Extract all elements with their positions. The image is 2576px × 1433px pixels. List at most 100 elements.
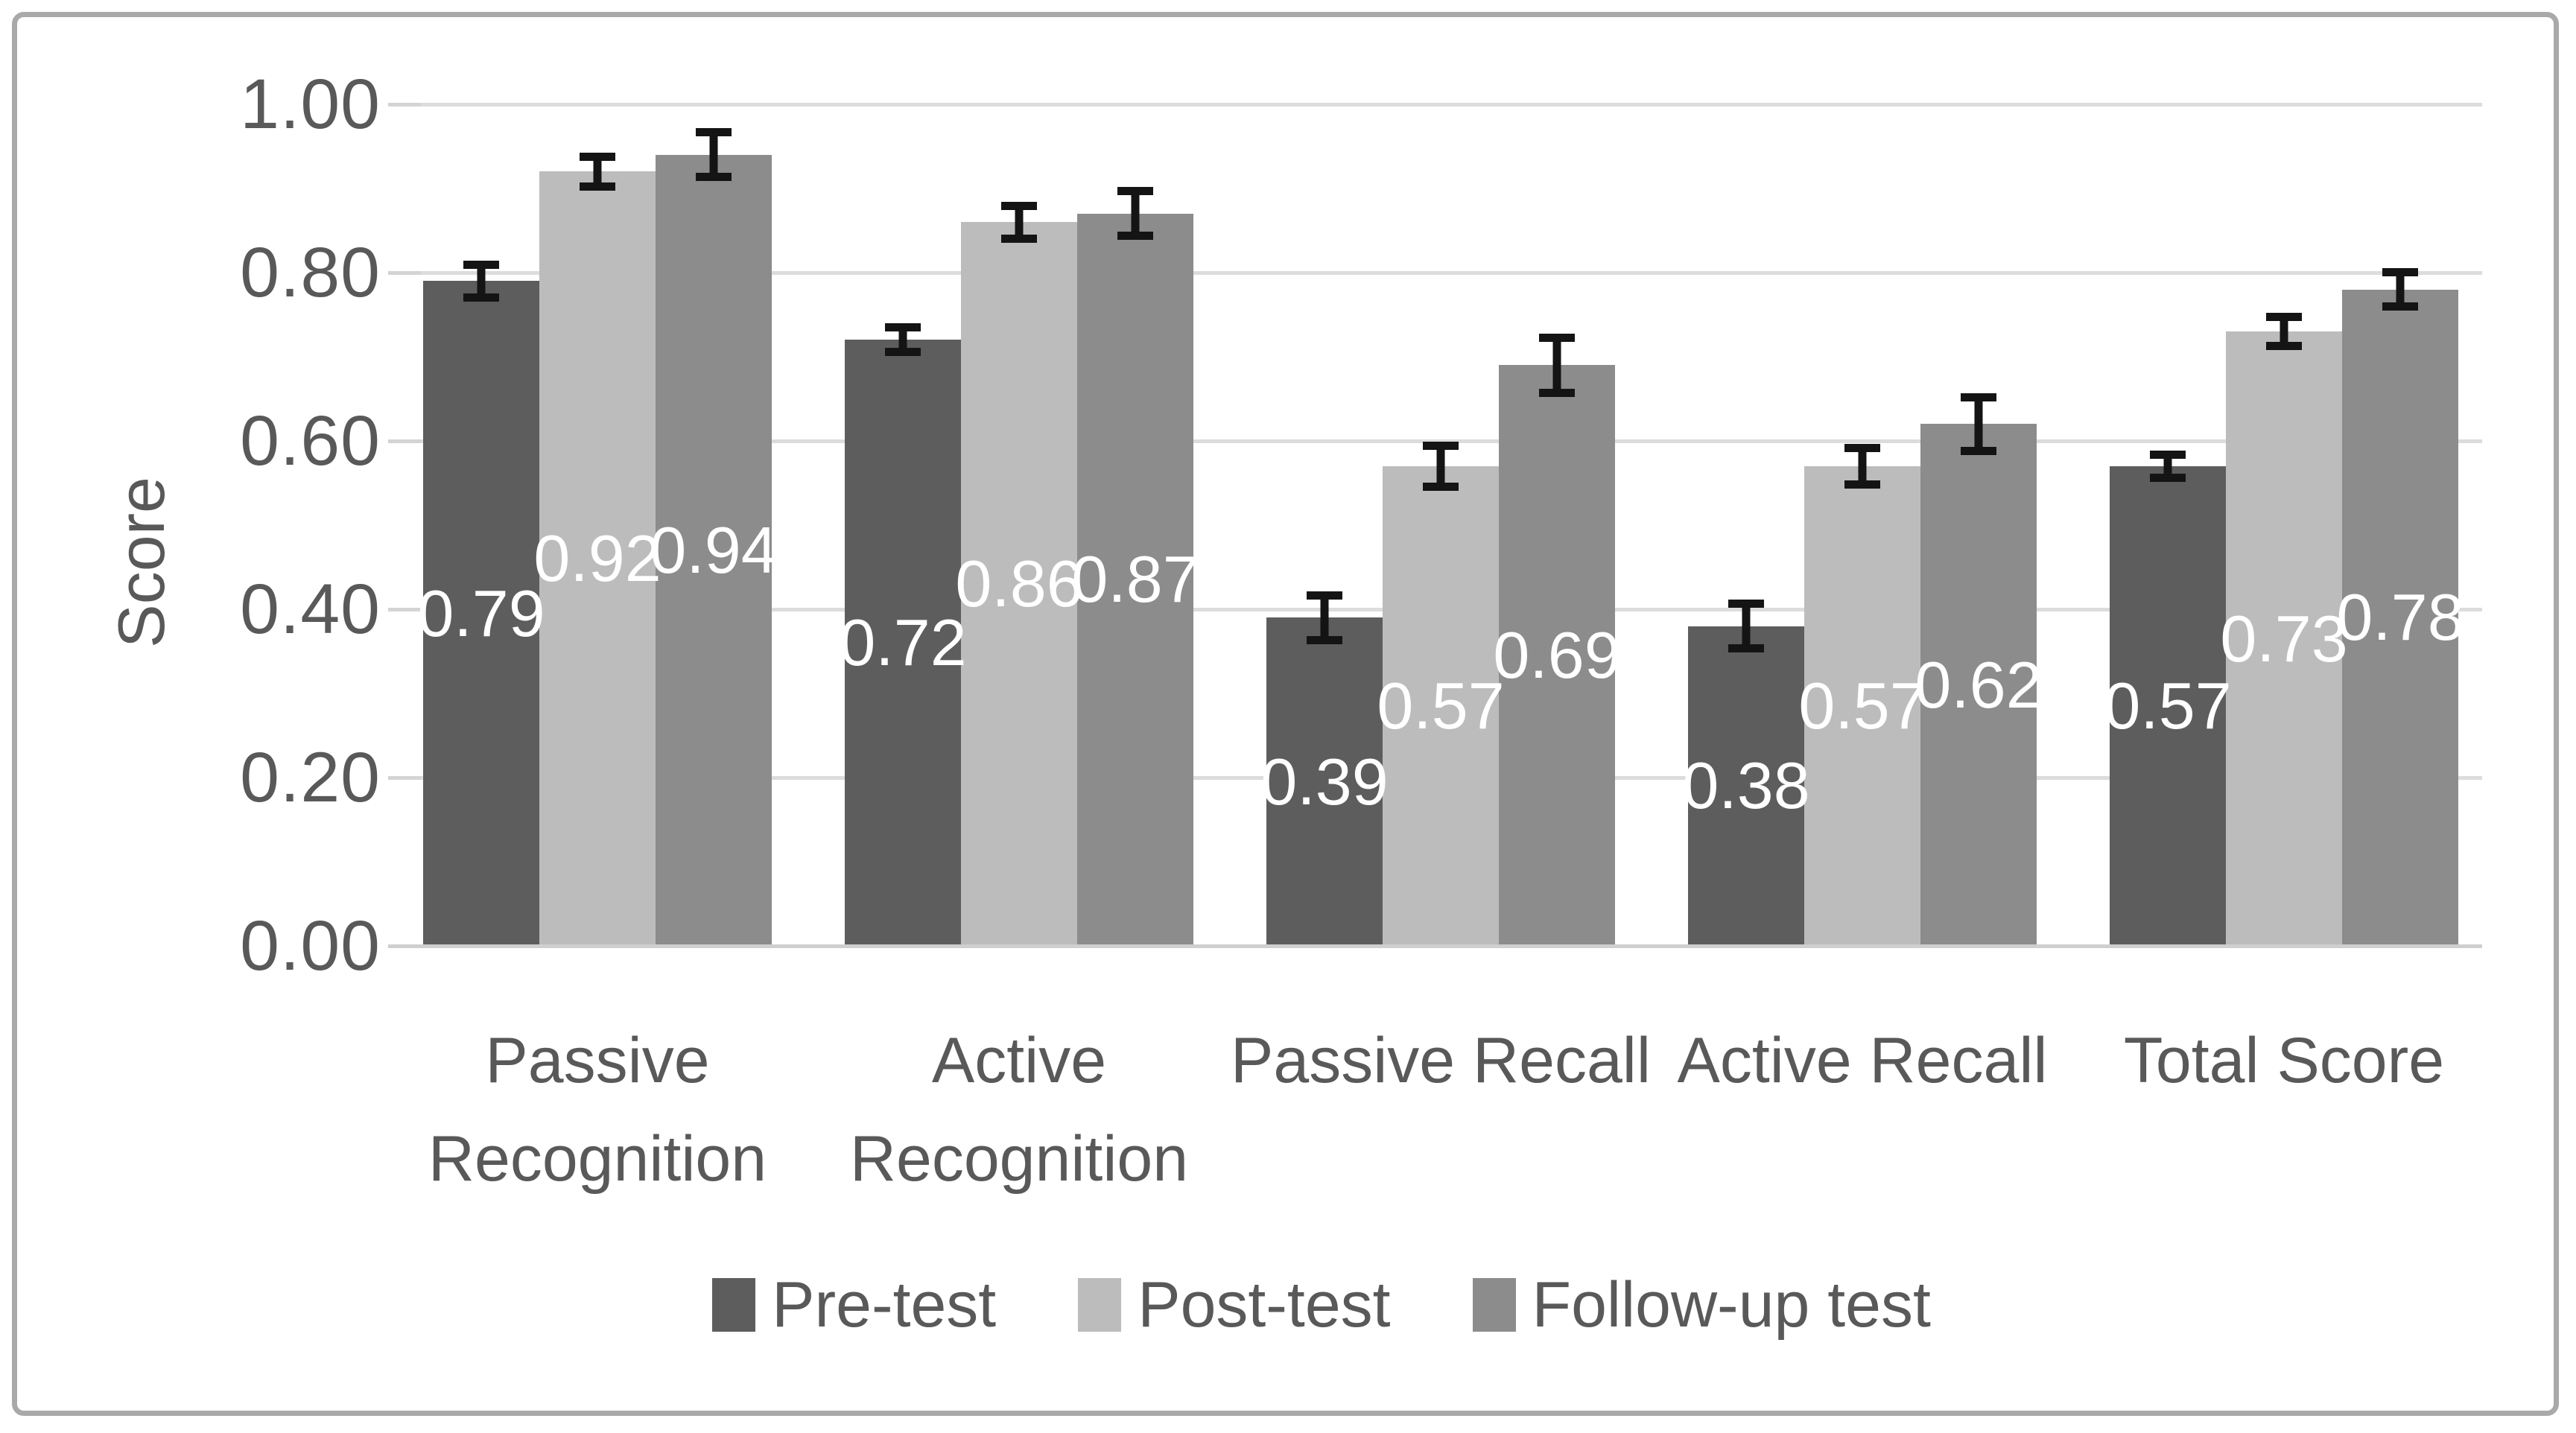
error-whisker: [1974, 393, 1983, 455]
error-whisker: [1552, 334, 1561, 397]
bar-pre-test-active-recall: [1688, 626, 1804, 946]
error-cap-bottom: [696, 173, 732, 182]
error-whisker: [2396, 267, 2405, 311]
x-axis-line: [388, 944, 2482, 948]
error-whisker: [477, 260, 486, 302]
y-tick-label-0.80: 0.80: [240, 233, 381, 312]
error-cap-bottom: [2266, 342, 2302, 351]
error-cap-top: [2266, 312, 2302, 321]
error-whisker: [1320, 591, 1329, 644]
error-bar-pre-test-total-score: [2150, 451, 2186, 482]
y-tick-mark-1.00: [388, 103, 421, 107]
y-tick-label-0.20: 0.20: [240, 738, 381, 817]
error-cap-bottom: [463, 293, 499, 302]
bar-value-label-follow-up-test-total-score: 0.78: [2336, 580, 2464, 655]
x-axis-label-line: Total Score: [2123, 1025, 2445, 1096]
y-tick-label-0.00: 0.00: [240, 906, 381, 985]
error-cap-top: [1001, 201, 1037, 210]
bar-value-label-follow-up-test-passive-recognition: 0.94: [650, 512, 778, 587]
bar-value-label-pre-test-active-recall: 0.38: [1682, 749, 1810, 823]
error-whisker: [709, 128, 718, 182]
y-tick-mark-0.80: [388, 271, 421, 275]
error-bar-pre-test-passive-recall: [1307, 591, 1342, 644]
y-tick-label-0.60: 0.60: [240, 401, 381, 480]
y-tick-label-0.40: 0.40: [240, 570, 381, 649]
error-bar-post-test-active-recall: [1844, 444, 1880, 489]
error-cap-bottom: [1001, 234, 1037, 243]
error-cap-top: [463, 260, 499, 269]
legend-label-follow-up-test: Follow-up test: [1532, 1268, 1931, 1341]
bar-value-label-pre-test-active-recognition: 0.72: [839, 606, 967, 680]
legend-item-pre-test: Pre-test: [712, 1268, 996, 1342]
x-axis-label-active-recognition: Active Recognition: [786, 1011, 1252, 1208]
bar-follow-up-test-passive-recall: [1499, 365, 1615, 946]
error-cap-top: [1307, 591, 1342, 600]
gridline-0.60: [421, 439, 2482, 443]
y-tick-mark-0.20: [388, 776, 421, 780]
error-bar-post-test-active-recognition: [1001, 201, 1037, 243]
error-cap-bottom: [1844, 480, 1880, 489]
error-whisker: [593, 153, 602, 191]
y-tick-mark-0.40: [388, 608, 421, 611]
bar-follow-up-test-passive-recognition: [656, 154, 772, 946]
bar-value-label-post-test-active-recognition: 0.86: [955, 547, 1083, 621]
bar-value-label-pre-test-passive-recall: 0.39: [1260, 744, 1389, 819]
x-axis-label-passive-recall: Passive Recall: [1208, 1011, 1674, 1110]
legend-swatch-pre-test: [712, 1278, 756, 1332]
error-whisker: [1742, 600, 1751, 653]
error-cap-bottom: [1423, 483, 1459, 492]
error-cap-top: [580, 153, 615, 162]
bar-pre-test-passive-recognition: [423, 281, 539, 946]
x-axis-label-line: Passive: [485, 1025, 710, 1096]
error-cap-top: [2382, 267, 2418, 276]
bar-value-label-pre-test-passive-recognition: 0.79: [417, 576, 545, 650]
bar-pre-test-passive-recall: [1266, 617, 1383, 946]
bar-post-test-passive-recall: [1383, 466, 1499, 946]
legend-label-pre-test: Pre-test: [772, 1268, 997, 1341]
error-bar-follow-up-test-active-recognition: [1117, 187, 1153, 241]
error-whisker: [898, 323, 907, 357]
legend-swatch-follow-up-test: [1472, 1278, 1516, 1332]
error-cap-top: [1728, 600, 1764, 609]
x-axis-label-line: Active Recall: [1677, 1025, 2048, 1096]
error-whisker: [1858, 444, 1867, 489]
gridline-0.80: [421, 271, 2482, 275]
error-cap-top: [1423, 441, 1459, 450]
error-bar-follow-up-test-passive-recognition: [696, 128, 732, 182]
bar-follow-up-test-total-score: [2342, 289, 2458, 946]
y-axis-title: Score: [104, 477, 178, 648]
bar-pre-test-active-recognition: [845, 340, 961, 946]
error-cap-bottom: [1728, 644, 1764, 653]
x-axis-label-line: Active: [931, 1025, 1107, 1096]
error-cap-bottom: [885, 348, 921, 357]
error-cap-top: [1117, 187, 1153, 196]
bar-post-test-active-recall: [1804, 466, 1920, 946]
error-cap-top: [1539, 334, 1575, 342]
error-bar-follow-up-test-active-recall: [1961, 393, 1996, 455]
bar-pre-test-total-score: [2110, 466, 2226, 946]
x-axis-label-total-score: Total Score: [2051, 1011, 2517, 1110]
error-bar-post-test-passive-recognition: [580, 153, 615, 191]
error-cap-bottom: [1961, 446, 1996, 455]
y-tick-mark-0.60: [388, 439, 421, 443]
x-axis-label-line: Passive Recall: [1231, 1025, 1651, 1096]
error-cap-top: [696, 128, 732, 137]
legend-item-follow-up-test: Follow-up test: [1472, 1268, 1931, 1342]
y-tick-label-1.00: 1.00: [240, 65, 381, 144]
error-bar-pre-test-passive-recognition: [463, 260, 499, 302]
x-axis-label-active-recall: Active Recall: [1629, 1011, 2096, 1110]
x-axis-label-line: Recognition: [428, 1123, 767, 1195]
error-cap-top: [1844, 444, 1880, 453]
gridline-1.00: [421, 103, 2482, 107]
error-bar-post-test-passive-recall: [1423, 441, 1459, 492]
bar-follow-up-test-active-recognition: [1077, 213, 1193, 946]
error-bar-follow-up-test-passive-recall: [1539, 334, 1575, 397]
error-bar-pre-test-active-recall: [1728, 600, 1764, 653]
error-cap-bottom: [1117, 232, 1153, 241]
bar-value-label-follow-up-test-active-recognition: 0.87: [1071, 542, 1199, 617]
bar-post-test-active-recognition: [961, 222, 1077, 946]
bar-post-test-passive-recognition: [539, 171, 656, 946]
error-whisker: [1131, 187, 1140, 241]
x-axis-label-line: Recognition: [849, 1123, 1189, 1195]
